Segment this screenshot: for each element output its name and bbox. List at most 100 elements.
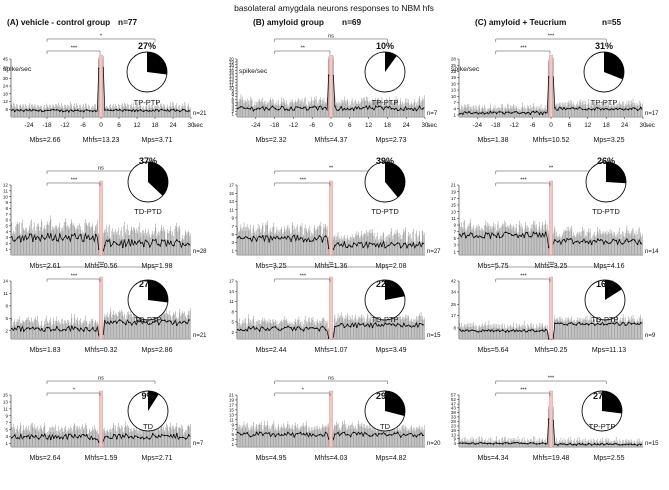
sem-bar bbox=[119, 238, 121, 255]
sem-bar bbox=[56, 106, 58, 117]
x-tick-label: -12 bbox=[60, 122, 70, 129]
mean-point bbox=[128, 436, 130, 439]
mean-baseline: Mbs=4.95 bbox=[256, 455, 287, 462]
mean-point bbox=[74, 233, 76, 235]
sem-bar bbox=[526, 228, 528, 255]
group-title: (A) vehicle - control group bbox=[7, 17, 110, 27]
mean-point bbox=[170, 434, 172, 436]
sem-bar bbox=[318, 101, 320, 117]
sem-bar bbox=[312, 234, 314, 255]
mean-point bbox=[161, 434, 163, 436]
sem-bar bbox=[528, 231, 530, 255]
mean-point bbox=[477, 442, 479, 445]
sem-bar bbox=[307, 232, 309, 255]
mean-point bbox=[38, 327, 40, 330]
sem-bar bbox=[572, 104, 574, 117]
mean-point bbox=[636, 444, 639, 446]
sem-bar bbox=[418, 315, 420, 339]
sem-bar bbox=[641, 441, 643, 447]
sem-bar bbox=[404, 317, 406, 339]
mean-point bbox=[240, 106, 242, 108]
mean-point bbox=[68, 433, 70, 436]
sem-bar bbox=[98, 59, 100, 117]
sem-bar bbox=[116, 234, 118, 255]
mean-post: Mps=1.98 bbox=[142, 263, 173, 270]
mean-point bbox=[252, 235, 255, 238]
sem-bar bbox=[57, 430, 59, 447]
sem-bar bbox=[601, 441, 603, 447]
mean-point bbox=[569, 107, 571, 110]
sem-bar bbox=[237, 325, 239, 339]
bracket-baseline bbox=[495, 50, 551, 54]
bracket-post bbox=[274, 266, 388, 270]
sem-bar bbox=[415, 319, 417, 339]
sem-bar bbox=[494, 441, 496, 447]
sem-bar bbox=[249, 429, 251, 447]
sem-bar bbox=[563, 232, 565, 255]
mean-point bbox=[359, 108, 361, 110]
sem-bar bbox=[378, 321, 380, 339]
sem-bar bbox=[603, 321, 605, 339]
sem-bar bbox=[534, 441, 536, 447]
sem-bar bbox=[388, 100, 391, 117]
sem-bar bbox=[489, 441, 491, 447]
sem-bar bbox=[47, 106, 49, 117]
stimulus-marker bbox=[549, 390, 553, 448]
y-tick-label: 3 bbox=[5, 235, 8, 240]
sem-bar bbox=[590, 105, 593, 117]
sem-bar bbox=[554, 104, 556, 117]
mean-point bbox=[53, 437, 55, 439]
pie-slice bbox=[602, 391, 622, 414]
sem-bar bbox=[414, 243, 416, 255]
mean-point bbox=[501, 443, 504, 445]
mean-point bbox=[636, 109, 639, 111]
sem-bar bbox=[38, 108, 40, 117]
sem-bar bbox=[89, 324, 91, 339]
sem-bar bbox=[305, 323, 308, 339]
mean-post: Mps=3.49 bbox=[376, 347, 407, 354]
sem-bar bbox=[415, 106, 417, 117]
y-tick-label: 5 bbox=[231, 100, 234, 105]
mean-point bbox=[179, 436, 181, 439]
mean-point bbox=[327, 74, 330, 77]
mean-point bbox=[50, 329, 52, 332]
sem-bar bbox=[531, 109, 533, 117]
sem-bar bbox=[132, 316, 134, 339]
mean-point bbox=[185, 321, 187, 324]
panel-n: n=7 bbox=[427, 111, 438, 117]
bracket-baseline bbox=[46, 182, 101, 186]
sem-bar bbox=[302, 105, 305, 117]
sem-bar bbox=[374, 99, 377, 117]
mean-point bbox=[104, 320, 106, 322]
sem-bar bbox=[14, 321, 16, 339]
mean-point bbox=[32, 326, 34, 329]
mean-point bbox=[560, 442, 562, 445]
mean-hfs: Mhfs=4.37 bbox=[315, 137, 348, 144]
mean-point bbox=[480, 330, 482, 333]
sem-bar bbox=[404, 102, 406, 117]
sem-bar bbox=[72, 109, 74, 117]
sem-bar bbox=[315, 230, 317, 255]
mean-point bbox=[95, 233, 97, 236]
mean-point bbox=[581, 323, 584, 325]
mean-point bbox=[268, 109, 270, 111]
sem-bar bbox=[119, 107, 121, 117]
x-tick-label: 24 bbox=[169, 122, 177, 129]
mean-point bbox=[131, 436, 133, 438]
sem-bar bbox=[93, 106, 95, 117]
sem-bar bbox=[246, 101, 248, 117]
sem-bar bbox=[260, 101, 262, 117]
sem-bar bbox=[312, 430, 314, 447]
mean-point bbox=[98, 248, 100, 250]
sem-bar bbox=[15, 432, 17, 447]
mean-point bbox=[62, 437, 64, 440]
mean-point bbox=[587, 324, 590, 326]
sem-bar bbox=[294, 233, 297, 255]
x-tick-label: 6 bbox=[568, 122, 572, 129]
x-tick-label: 6 bbox=[117, 122, 121, 129]
sem-bar bbox=[293, 429, 295, 447]
mean-point bbox=[246, 431, 248, 434]
y-tick-label: 21 bbox=[229, 393, 235, 398]
sem-bar bbox=[412, 430, 414, 447]
mean-point bbox=[630, 108, 633, 110]
